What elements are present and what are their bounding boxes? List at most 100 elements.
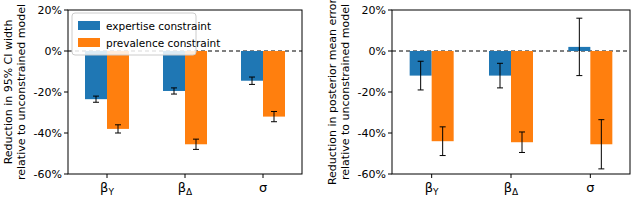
bar: [85, 51, 107, 99]
error-line: [196, 139, 197, 149]
error-cap: [171, 87, 177, 88]
bar: [511, 51, 533, 142]
label-main: β: [425, 180, 433, 195]
y-axis-label-line: relative to unconstrained model: [339, 4, 352, 180]
x-tick-label: σ: [586, 180, 594, 195]
error-cap: [193, 139, 199, 140]
bar: [163, 51, 185, 91]
y-axis-label: Reduction in posterior mean errorrelativ…: [326, 0, 352, 185]
error-cap: [576, 75, 582, 76]
x-tick-label: βY: [100, 180, 114, 197]
y-tick-label: -40%: [34, 127, 62, 140]
error-line: [252, 77, 253, 84]
legend-label: prevalence constraint: [106, 37, 220, 49]
error-cap: [497, 87, 503, 88]
y-axis-label-line: Reduction in 95% CI width: [2, 20, 15, 165]
legend-label: expertise constraint: [106, 20, 211, 32]
error-bar: [271, 111, 277, 121]
error-cap: [249, 77, 255, 78]
label-main: β: [504, 180, 512, 195]
plot-area: [392, 18, 630, 169]
y-tick: [64, 133, 68, 134]
bar: [185, 51, 207, 144]
x-tick-label: βY: [425, 180, 439, 197]
y-tick: [64, 51, 68, 52]
error-bar: [249, 77, 255, 84]
y-tick: [64, 174, 68, 175]
error-line: [442, 127, 443, 156]
error-cap: [598, 119, 604, 120]
error-line: [118, 125, 119, 133]
error-cap: [115, 133, 121, 134]
error-cap: [519, 152, 525, 153]
label-sub: Δ: [512, 187, 519, 197]
error-bar: [115, 125, 121, 133]
error-bar: [598, 120, 604, 169]
error-cap: [519, 131, 525, 132]
error-cap: [193, 149, 199, 150]
y-tick-label: -60%: [358, 168, 386, 181]
x-tick-label: βΔ: [504, 180, 519, 197]
x-tick: [107, 174, 108, 178]
error-cap: [115, 124, 121, 125]
error-line: [601, 120, 602, 169]
label-main: β: [178, 180, 186, 195]
y-tick: [388, 133, 392, 134]
error-line: [500, 63, 501, 88]
x-tick-label: σ: [259, 180, 267, 195]
y-tick: [388, 92, 392, 93]
y-tick-label: 0%: [45, 45, 62, 58]
error-cap: [271, 111, 277, 112]
error-bar: [93, 96, 99, 102]
y-tick: [388, 174, 392, 175]
error-cap: [440, 126, 446, 127]
error-cap: [418, 61, 424, 62]
y-tick: [64, 92, 68, 93]
x-tick: [511, 174, 512, 178]
y-tick: [388, 51, 392, 52]
bar: [107, 51, 129, 129]
y-tick-label: -20%: [358, 86, 386, 99]
error-cap: [598, 168, 604, 169]
bar: [241, 51, 263, 81]
error-cap: [418, 89, 424, 90]
error-cap: [249, 84, 255, 85]
error-line: [96, 96, 97, 102]
y-tick-label: -20%: [34, 86, 62, 99]
y-tick-label: 0%: [369, 45, 386, 58]
y-axis-label-line: relative to unconstrained model: [15, 4, 28, 180]
y-tick: [64, 10, 68, 11]
label-main: σ: [259, 180, 267, 195]
y-tick-label: 20%: [362, 4, 386, 17]
error-cap: [171, 94, 177, 95]
legend-swatch: [78, 38, 100, 47]
y-tick-label: -60%: [34, 168, 62, 181]
label-sub: Δ: [186, 187, 193, 197]
plot-frame: [68, 10, 302, 174]
x-tick: [590, 174, 591, 178]
y-axis-label: Reduction in 95% CI widthrelative to unc…: [2, 4, 28, 180]
error-cap: [93, 96, 99, 97]
error-line: [174, 88, 175, 94]
figure: -60% -40% -20% 0% 20% Reduction in 95% CI wid…: [0, 0, 640, 201]
error-bar: [418, 61, 424, 90]
label-sub: Y: [107, 187, 114, 197]
y-tick-label: 20%: [38, 4, 62, 17]
error-bar: [193, 139, 199, 149]
bar: [263, 51, 285, 117]
y-axis-label-line: Reduction in posterior mean error: [326, 0, 339, 185]
plot-frame: [392, 10, 630, 174]
error-cap: [497, 63, 503, 64]
error-line: [274, 111, 275, 121]
x-tick: [263, 174, 264, 178]
y-tick: [388, 10, 392, 11]
label-main: σ: [586, 180, 594, 195]
x-tick: [431, 174, 432, 178]
error-cap: [576, 18, 582, 19]
error-line: [522, 132, 523, 153]
error-bar: [576, 18, 582, 75]
label-sub: Y: [432, 187, 439, 197]
legend-swatch: [78, 21, 100, 30]
x-tick-label: βΔ: [178, 180, 193, 197]
x-tick: [185, 174, 186, 178]
